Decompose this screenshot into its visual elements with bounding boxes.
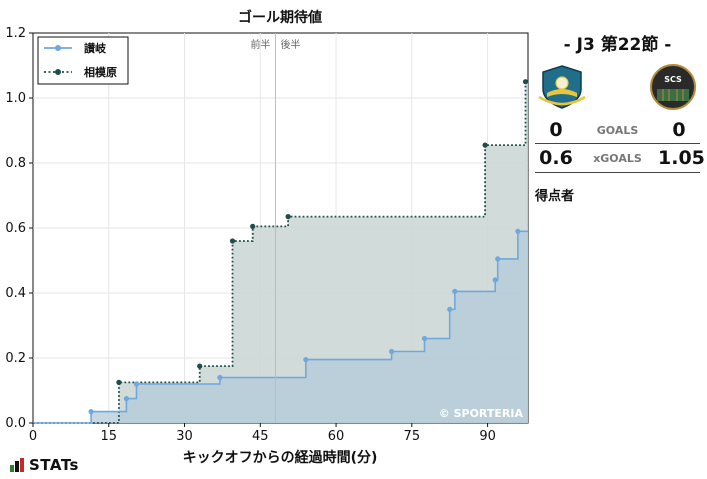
x-axis-label: キックオフからの経過時間(分) bbox=[183, 449, 378, 466]
data-point bbox=[495, 256, 501, 262]
data-point bbox=[197, 363, 203, 369]
data-point bbox=[492, 277, 498, 283]
y-tick-label: 1.0 bbox=[5, 91, 26, 106]
data-point bbox=[133, 381, 140, 387]
data-point bbox=[229, 238, 236, 244]
first-half-label: 前半 bbox=[250, 38, 270, 51]
x-tick-label: 75 bbox=[404, 429, 421, 444]
y-tick-label: 0.0 bbox=[5, 416, 26, 431]
x-tick-label: 60 bbox=[328, 429, 345, 444]
away-goals: 0 bbox=[672, 119, 686, 141]
xgoals-row: 0.6 xGOALS 1.05 bbox=[535, 144, 705, 173]
y-tick-label: 0.8 bbox=[5, 156, 26, 171]
legend: 讃岐 相模原 bbox=[37, 36, 129, 85]
scs-crest-text: SCS bbox=[664, 75, 682, 84]
away-xg: 1.05 bbox=[658, 147, 705, 169]
match-panel: - J3 第22節 - SCS 0 GOALS 0 0.6 xGOALS 1.0… bbox=[535, 28, 705, 204]
data-point bbox=[88, 409, 94, 415]
stats-logo-text: STATs bbox=[29, 456, 79, 474]
series-area-0 bbox=[33, 231, 528, 423]
data-point bbox=[250, 223, 256, 229]
legend-label-sanuki: 讃岐 bbox=[84, 41, 107, 55]
crest-row: SCS bbox=[535, 63, 700, 111]
xgoals-label: xGOALS bbox=[593, 151, 642, 165]
scorers-label: 得点者 bbox=[535, 189, 575, 204]
home-xg: 0.6 bbox=[539, 147, 573, 169]
chart-title: ゴール期待値 bbox=[238, 9, 322, 26]
y-tick-label: 1.2 bbox=[5, 26, 26, 41]
y-tick-label: 0.4 bbox=[5, 286, 26, 301]
data-point bbox=[522, 79, 529, 85]
series-area-1 bbox=[33, 81, 528, 423]
bar-chart-icon bbox=[10, 458, 25, 472]
data-point bbox=[303, 357, 309, 363]
match-title: - J3 第22節 - bbox=[563, 35, 672, 55]
data-point bbox=[389, 348, 395, 355]
kamatamare-crest-icon bbox=[538, 65, 586, 109]
data-point bbox=[421, 335, 428, 342]
x-tick-label: 0 bbox=[29, 429, 37, 444]
stats-logo: STATs bbox=[10, 456, 79, 474]
goals-label: GOALS bbox=[596, 123, 639, 137]
second-half-label: 後半 bbox=[280, 38, 300, 51]
watermark: © SPORTERIA bbox=[439, 407, 524, 420]
data-point bbox=[285, 214, 291, 220]
legend-marker-sanuki bbox=[55, 45, 61, 51]
legend-box bbox=[37, 36, 129, 85]
data-point bbox=[116, 379, 122, 385]
x-tick-label: 45 bbox=[252, 429, 269, 444]
data-point bbox=[515, 228, 521, 234]
legend-label-sagamihara: 相模原 bbox=[84, 65, 117, 79]
data-point bbox=[452, 288, 458, 294]
legend-marker-sagamihara bbox=[55, 69, 61, 75]
series-line-1 bbox=[33, 80, 528, 424]
goals-row: 0 GOALS 0 bbox=[535, 117, 700, 144]
x-tick-label: 15 bbox=[100, 429, 117, 444]
y-tick-label: 0.6 bbox=[5, 221, 26, 236]
data-point bbox=[217, 374, 223, 381]
data-point bbox=[482, 142, 488, 148]
x-tick-label: 30 bbox=[176, 429, 193, 444]
x-tick-label: 90 bbox=[479, 429, 496, 444]
data-point bbox=[123, 396, 129, 402]
data-point bbox=[447, 306, 453, 312]
y-tick-label: 0.2 bbox=[5, 351, 26, 366]
home-goals: 0 bbox=[549, 119, 563, 141]
scs-crest-icon: SCS bbox=[650, 64, 696, 110]
